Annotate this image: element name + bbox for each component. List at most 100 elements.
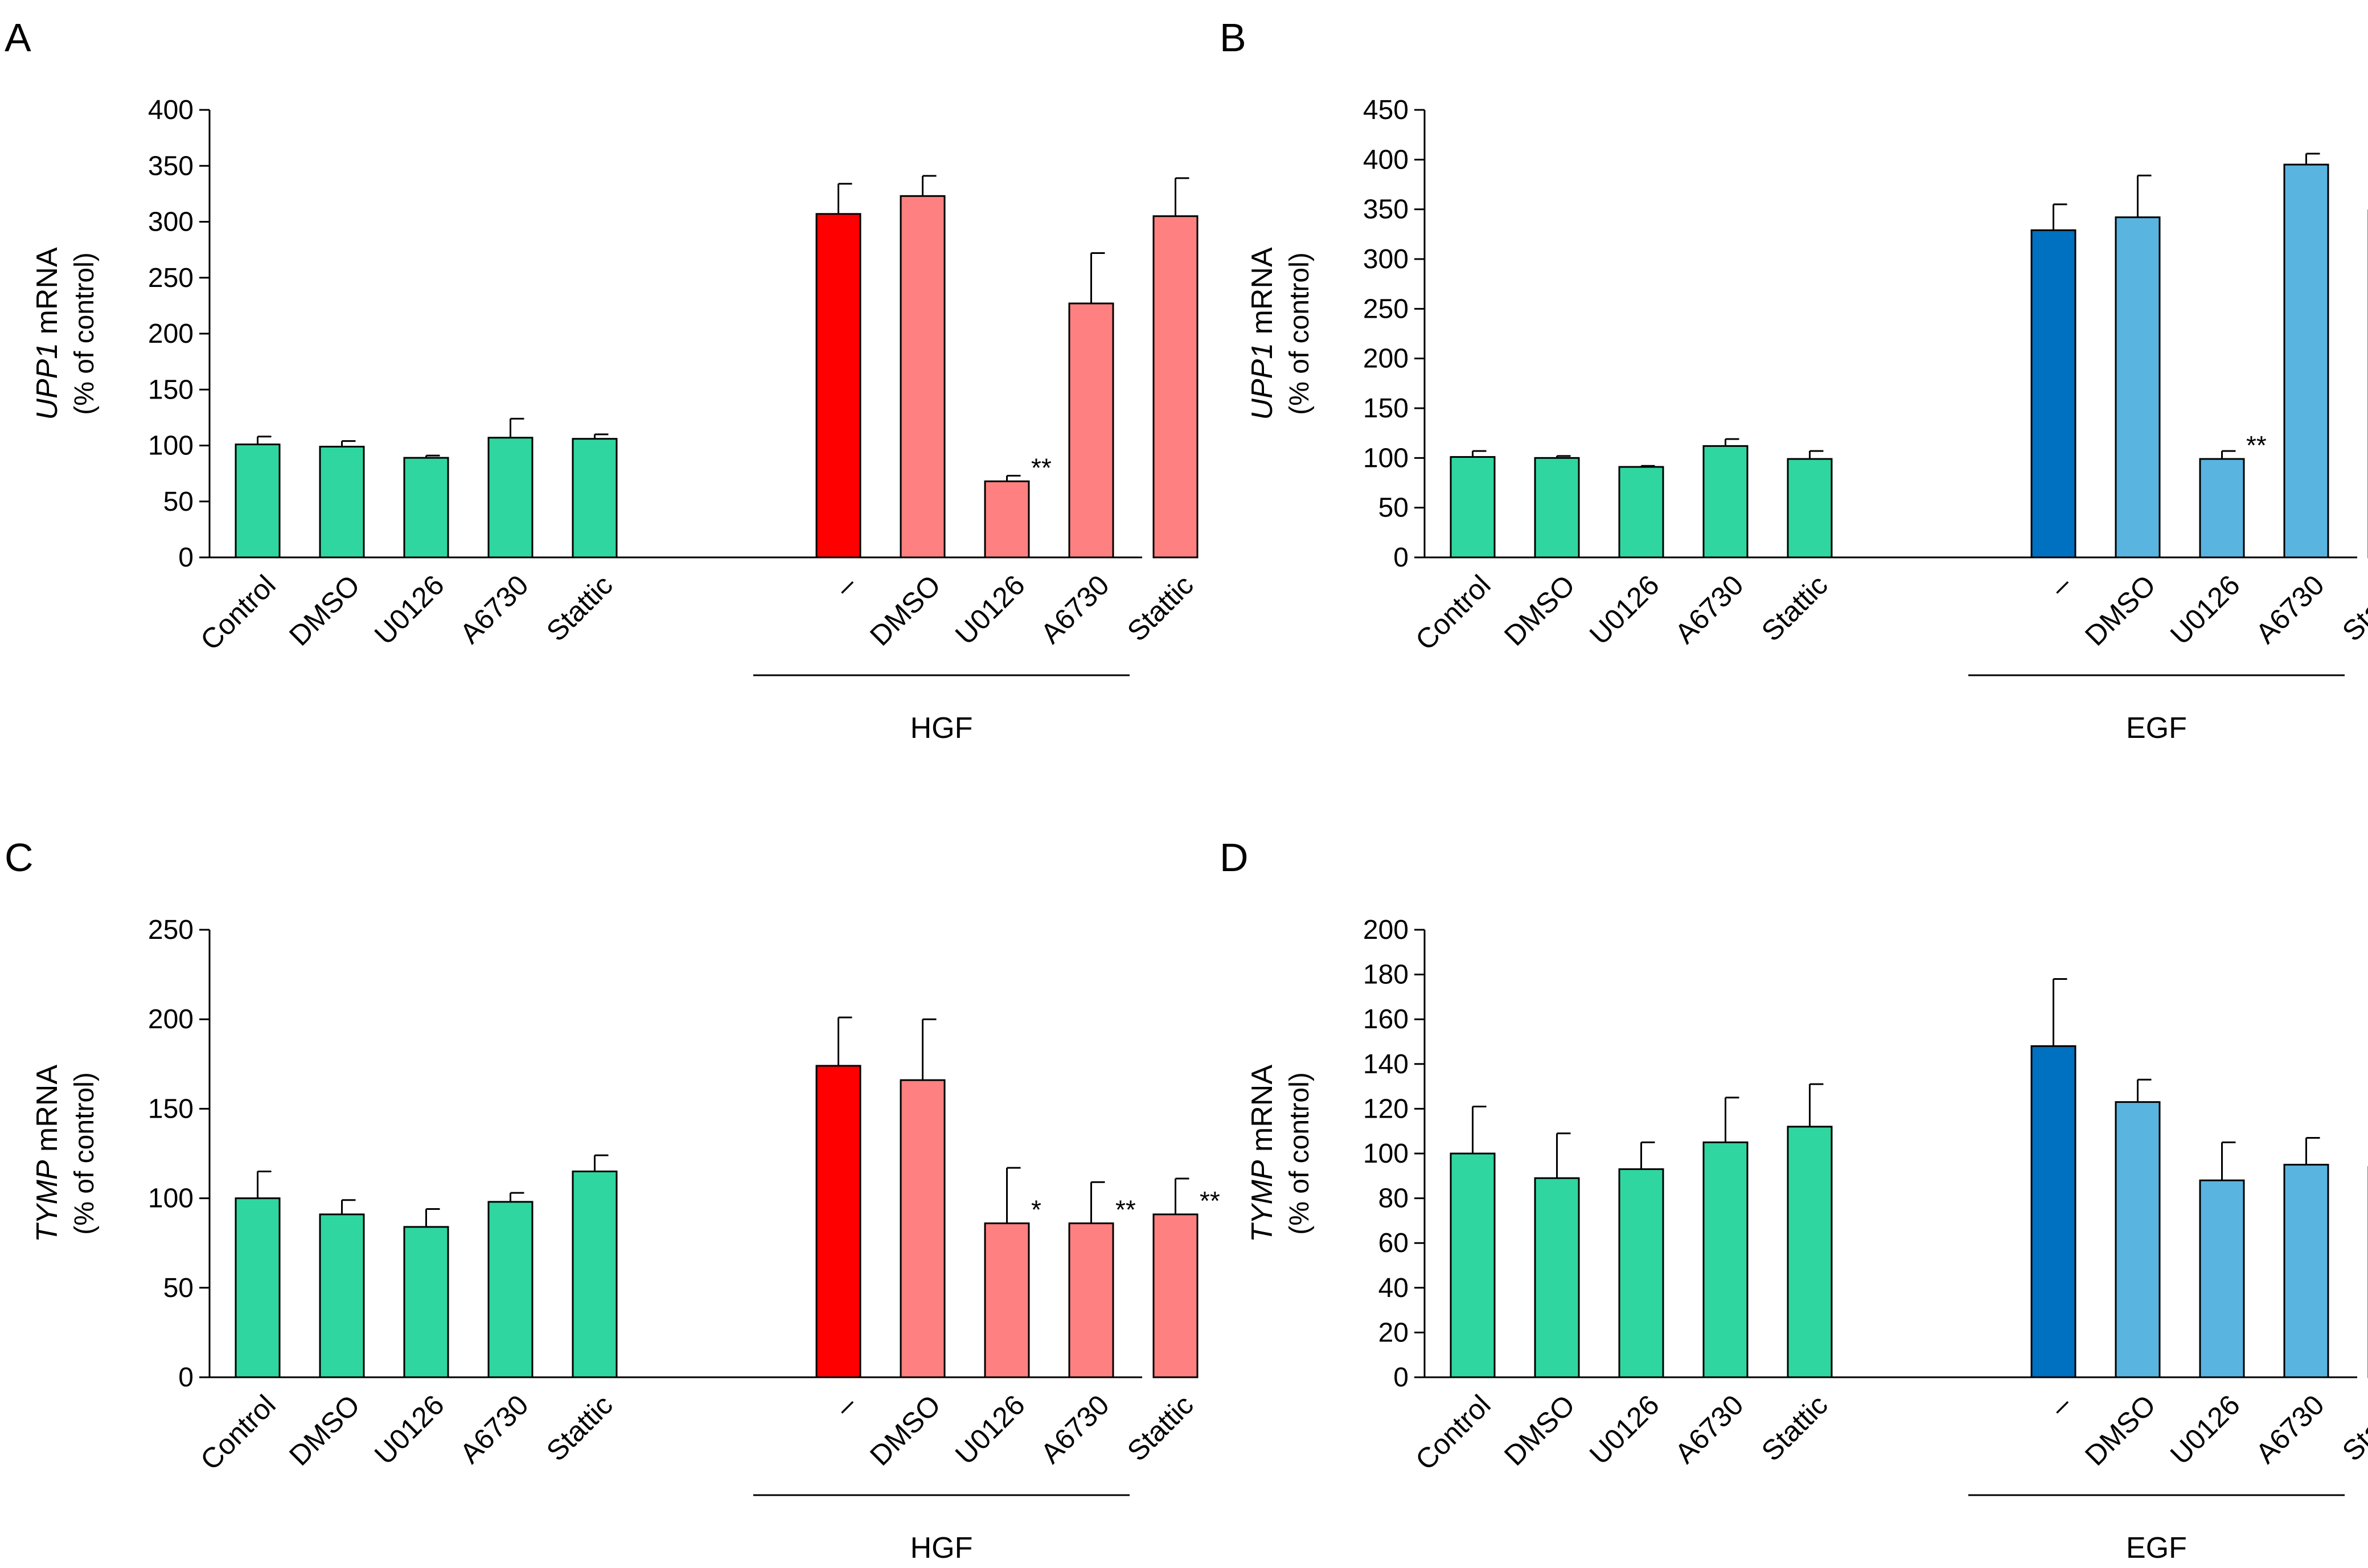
x-tick-label: U0126 xyxy=(368,1389,450,1471)
x-tick-label: A6730 xyxy=(1669,1389,1750,1470)
y-tick-label: 200 xyxy=(148,319,194,349)
x-tick-label: Stattic xyxy=(1121,1389,1200,1467)
x-tick-label: Stattic xyxy=(1121,569,1200,647)
significance-mark: ** xyxy=(1200,1186,1220,1216)
y-axis-label-gene: TYMP xyxy=(31,1160,64,1242)
y-tick-label: 50 xyxy=(1378,493,1409,523)
bar xyxy=(2283,1164,2329,1378)
x-tick-label: A6730 xyxy=(2250,569,2330,650)
significance-mark: * xyxy=(1031,1195,1041,1225)
significance-mark: ** xyxy=(1031,453,1052,482)
x-tick-label: A6730 xyxy=(454,569,535,650)
x-tick-label: U0126 xyxy=(949,569,1031,651)
x-tick-label: A6730 xyxy=(1035,569,1115,650)
bar xyxy=(1152,1213,1199,1378)
x-tick-label: DMSO xyxy=(283,569,366,652)
bar xyxy=(1450,1152,1496,1378)
y-axis-sublabel: (% of control) xyxy=(69,1072,100,1234)
group-label: EGF xyxy=(2126,1532,2187,1565)
bar xyxy=(319,1213,365,1378)
y-tick-label: 100 xyxy=(148,1184,194,1214)
y-axis-sublabel: (% of control) xyxy=(1284,252,1315,414)
y-tick-label: 80 xyxy=(1378,1184,1409,1214)
bar xyxy=(487,437,533,559)
x-tick-label: A6730 xyxy=(1035,1389,1115,1470)
x-tick-label: Control xyxy=(1409,1389,1497,1476)
y-tick-label: 200 xyxy=(1363,344,1409,374)
y-tick-label: 140 xyxy=(1363,1049,1409,1079)
y-axis-sublabel: (% of control) xyxy=(1284,1072,1315,1234)
y-tick-label: 150 xyxy=(148,375,194,405)
bar xyxy=(1450,456,1496,559)
y-tick-label: 100 xyxy=(148,431,194,461)
x-tick-label: U0126 xyxy=(2164,1389,2246,1471)
x-tick-label: DMSO xyxy=(1498,569,1581,652)
y-axis-label-gene: TYMP xyxy=(1246,1160,1279,1242)
x-tick-label: A6730 xyxy=(1669,569,1750,650)
y-axis-label-suffix: mRNA xyxy=(31,247,64,343)
x-tick-label: Control xyxy=(194,1389,282,1476)
group-label: HGF xyxy=(910,712,973,745)
y-tick-label: 50 xyxy=(163,1273,194,1303)
bar xyxy=(1787,1126,1833,1378)
x-tick-label: U0126 xyxy=(368,569,450,651)
bar xyxy=(487,1201,533,1378)
bar xyxy=(235,1197,281,1378)
y-tick-label: 400 xyxy=(148,95,194,125)
y-tick-label: 250 xyxy=(1363,294,1409,324)
bar xyxy=(1068,1222,1114,1378)
x-tick-label: Stattic xyxy=(540,569,619,647)
y-axis-label: UPP1 mRNA xyxy=(31,247,64,420)
y-axis-label-suffix: mRNA xyxy=(31,1065,64,1160)
y-tick-label: 0 xyxy=(178,1362,194,1393)
y-tick-label: 100 xyxy=(1363,443,1409,473)
y-tick-label: 150 xyxy=(1363,393,1409,424)
group-label: EGF xyxy=(2126,712,2187,745)
x-tick-label: DMSO xyxy=(864,1389,947,1472)
y-axis-label-suffix: mRNA xyxy=(1246,247,1279,343)
bar xyxy=(1787,458,1833,559)
x-tick-label: Stattic xyxy=(540,1389,619,1467)
y-tick-label: 350 xyxy=(1363,195,1409,225)
y-axis-label: TYMP mRNA xyxy=(31,1065,64,1242)
y-axis-sublabel: (% of control) xyxy=(69,252,100,414)
panel-C: C 0 50 100 150 200 250 TYMP mRNA (% of control) C… xyxy=(5,835,1220,1565)
panel-label: A xyxy=(5,15,31,60)
y-tick-label: 0 xyxy=(178,543,194,573)
y-tick-label: 400 xyxy=(1363,145,1409,175)
panel-label: C xyxy=(5,835,34,880)
y-axis-label-gene: UPP1 xyxy=(31,343,64,420)
x-tick-label: – xyxy=(829,1389,863,1422)
bar xyxy=(1702,445,1749,559)
significance-mark: ** xyxy=(1115,1195,1136,1225)
bar xyxy=(2030,1045,2076,1378)
bar xyxy=(235,444,281,559)
y-axis-label-suffix: mRNA xyxy=(1246,1065,1279,1160)
x-tick-label: DMSO xyxy=(283,1389,366,1472)
x-tick-label: DMSO xyxy=(2079,1389,2162,1472)
x-tick-label: U0126 xyxy=(1583,1389,1665,1471)
bar xyxy=(2283,163,2329,559)
bar xyxy=(2115,216,2161,559)
y-tick-label: 200 xyxy=(1363,915,1409,945)
y-tick-label: 100 xyxy=(1363,1139,1409,1169)
y-tick-label: 0 xyxy=(1393,543,1409,573)
x-tick-label: – xyxy=(2044,1389,2078,1422)
bar xyxy=(815,1065,861,1378)
panel-label: B xyxy=(1220,15,1246,60)
x-tick-label: Stattic xyxy=(2336,569,2368,647)
bar xyxy=(1534,1177,1580,1378)
y-tick-label: 160 xyxy=(1363,1004,1409,1035)
bar xyxy=(2115,1101,2161,1378)
panel-A: A 0 50 100 150 200 250 300 350 400 UPP1 mRNA (% of … xyxy=(5,15,1200,745)
bar xyxy=(403,457,449,559)
x-tick-label: – xyxy=(829,569,863,602)
x-tick-label: – xyxy=(2044,569,2078,602)
bar xyxy=(815,213,861,559)
x-tick-label: A6730 xyxy=(454,1389,535,1470)
bar xyxy=(1534,457,1580,559)
x-tick-label: U0126 xyxy=(949,1389,1031,1471)
panel-label: D xyxy=(1220,835,1249,880)
x-tick-label: Stattic xyxy=(1755,569,1834,647)
